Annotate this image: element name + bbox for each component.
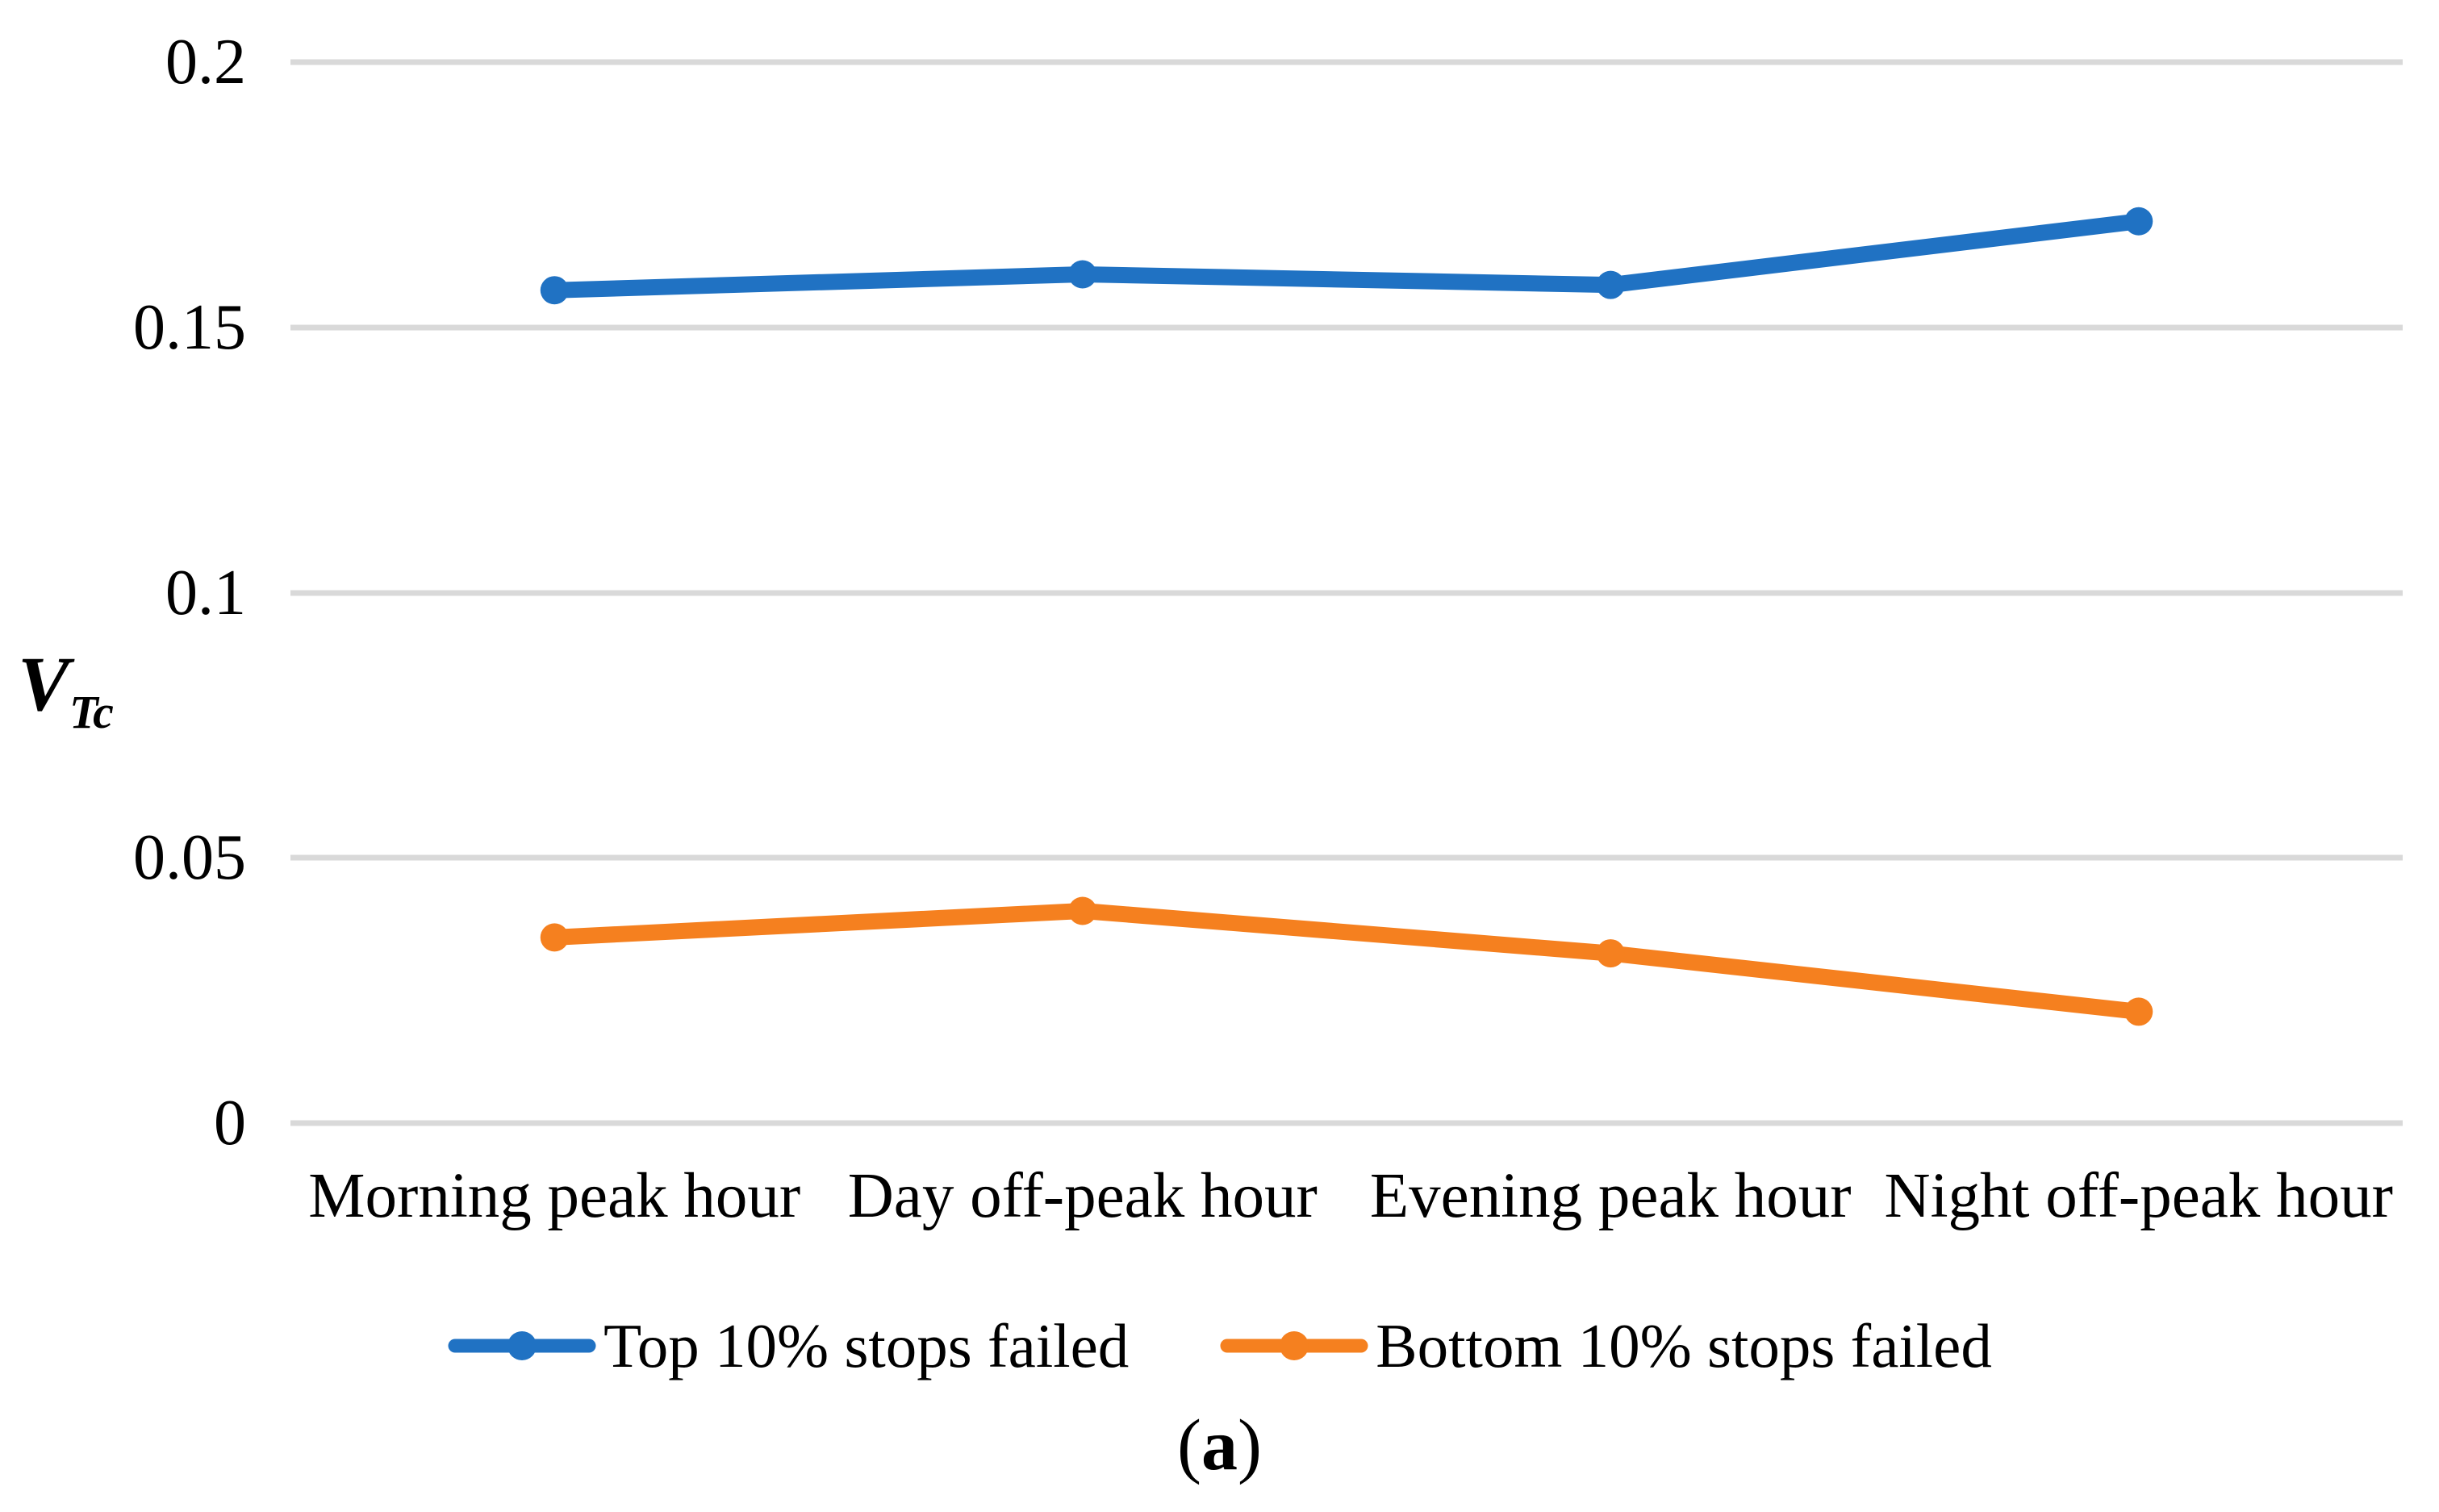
- legend-label: Top 10% stops failed: [603, 1311, 1130, 1380]
- gridline: [290, 324, 2403, 331]
- y-axis-tick-label: 0.05: [133, 822, 246, 894]
- data-point-marker: [540, 923, 569, 952]
- x-axis-category-label: Evening peak hour: [1369, 1161, 1852, 1231]
- caption-letter: a: [1201, 1405, 1238, 1485]
- y-axis-tick-label: 0.15: [133, 291, 246, 363]
- data-point-marker: [1068, 896, 1097, 925]
- legend-label: Bottom 10% stops failed: [1376, 1311, 1992, 1380]
- series-lines: [540, 207, 2153, 1026]
- figure-caption: (a): [0, 1405, 2439, 1486]
- data-point-marker: [540, 276, 569, 305]
- legend-item-0: Top 10% stops failed: [447, 1309, 1129, 1382]
- x-axis-category-label: Night off-peak hour: [1884, 1161, 2393, 1231]
- x-axis-category-label: Day off-peak hour: [847, 1161, 1318, 1231]
- gridline: [290, 59, 2403, 65]
- plot-area: [290, 59, 2403, 1126]
- gridline: [290, 1120, 2403, 1126]
- data-point-marker: [1596, 939, 1625, 968]
- caption-open-paren: (: [1177, 1405, 1201, 1485]
- series-line-0: [546, 213, 2147, 299]
- gridline: [290, 590, 2403, 595]
- legend-line-marker-icon: [1220, 1331, 1368, 1360]
- x-axis-category-label: Morning peak hour: [308, 1161, 801, 1231]
- legend-line-marker-icon: [448, 1331, 596, 1360]
- gridline: [290, 854, 2403, 861]
- caption-close-paren: ): [1238, 1405, 1262, 1485]
- y-axis-title-subscript: Tc: [69, 686, 114, 738]
- y-axis-tick-label: 0.1: [165, 557, 246, 629]
- data-point-marker: [1068, 260, 1097, 289]
- legend-item-1: Bottom 10% stops failed: [1219, 1309, 1992, 1382]
- y-axis-title: VTc: [18, 645, 114, 739]
- data-point-marker: [2124, 997, 2153, 1026]
- data-point-marker: [2124, 207, 2153, 236]
- data-point-marker: [1596, 270, 1625, 299]
- y-axis-tick-label: 0: [214, 1088, 246, 1159]
- legend: Top 10% stops failed Bottom 10% stops fai…: [0, 1305, 2439, 1386]
- y-axis-title-main: V: [18, 641, 70, 727]
- series-line-1: [546, 903, 2147, 1020]
- y-axis-tick-label: 0.2: [165, 27, 246, 98]
